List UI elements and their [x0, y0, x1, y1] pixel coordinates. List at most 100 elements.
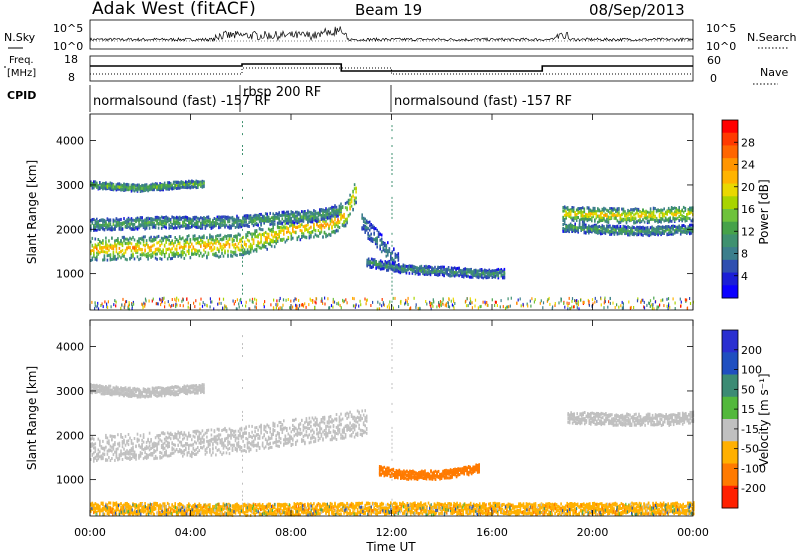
heat-cell	[160, 186, 163, 190]
heat-cell	[490, 270, 492, 274]
noise-cell	[324, 302, 326, 306]
noise-cell	[233, 302, 235, 306]
heat-cell	[239, 240, 241, 243]
noise-cell	[157, 302, 159, 306]
heat-cell	[194, 224, 196, 228]
heat-cell	[257, 244, 259, 248]
heat-cell	[255, 249, 258, 253]
heat-cell	[117, 252, 119, 256]
heat-cell	[272, 224, 274, 228]
heat-cell	[286, 225, 288, 229]
heat-cell	[598, 217, 601, 220]
noise-cell	[275, 303, 277, 307]
heat-cell	[213, 241, 216, 245]
heat-cell	[338, 220, 341, 224]
noise-cell	[453, 299, 455, 303]
heat-cell	[246, 214, 249, 218]
heat-cell	[600, 214, 602, 218]
heat-cell	[135, 243, 137, 246]
heat-cell	[105, 433, 107, 437]
heat-cell	[682, 217, 685, 221]
heat-cell	[269, 222, 271, 226]
heat-cell	[591, 216, 593, 220]
heat-cell	[263, 234, 265, 238]
heat-cell	[335, 210, 338, 214]
noise-cell	[612, 301, 614, 305]
heat-cell	[675, 225, 677, 229]
noise-cell	[448, 305, 451, 309]
heat-cell	[169, 248, 172, 252]
heat-cell	[276, 221, 279, 225]
heat-cell	[114, 443, 116, 447]
heat-cell	[138, 239, 140, 243]
heat-cell	[191, 225, 193, 229]
heat-cell	[640, 231, 643, 235]
streak-cell	[242, 272, 243, 275]
heat-cell	[687, 230, 690, 234]
heat-cell	[329, 216, 332, 220]
heat-cell	[174, 236, 176, 239]
heat-cell	[225, 235, 228, 238]
heat-cell	[669, 231, 671, 235]
noise-cell	[248, 307, 250, 311]
power-ylabel: Slant Range [km]	[25, 160, 39, 264]
streak-cell	[242, 236, 243, 239]
heat-cell	[109, 448, 112, 452]
heat-cell	[108, 219, 110, 223]
heat-cell	[686, 213, 688, 216]
noise-cell	[236, 307, 238, 311]
heat-cell	[159, 251, 161, 255]
noise-cell	[378, 307, 381, 311]
heat-cell	[334, 222, 336, 226]
heat-cell	[178, 218, 181, 222]
heat-cell	[598, 225, 601, 228]
heat-cell	[209, 219, 211, 223]
heat-cell	[624, 227, 626, 231]
heat-cell	[258, 241, 261, 245]
heat-cell	[129, 246, 131, 250]
noise-cell	[651, 307, 653, 311]
noise-cell	[680, 304, 682, 308]
heat-cell	[267, 234, 270, 238]
heat-cell	[246, 251, 249, 255]
heat-cell	[156, 185, 158, 189]
heat-cell	[166, 216, 169, 220]
heat-cell	[169, 225, 172, 229]
heat-cell	[172, 219, 175, 222]
noise-cell	[290, 299, 292, 303]
noise-cell	[574, 299, 576, 303]
heat-cell	[667, 209, 670, 213]
heat-cell	[168, 226, 170, 230]
heat-cell	[206, 256, 208, 260]
heat-cell	[395, 264, 397, 268]
heat-cell	[652, 208, 655, 212]
heat-cell	[398, 270, 400, 274]
heat-cell	[366, 264, 368, 268]
heat-cell	[639, 220, 641, 224]
heat-cell	[296, 213, 299, 217]
streak-cell	[242, 196, 243, 199]
heat-cell	[364, 217, 366, 221]
heat-cell	[686, 231, 688, 235]
heat-cell	[278, 217, 280, 221]
noise-cell	[213, 307, 215, 311]
noise-cell	[533, 300, 535, 304]
heat-cell	[328, 232, 330, 236]
heat-cell	[168, 238, 170, 242]
heat-cell	[120, 188, 122, 192]
heat-cell	[103, 183, 106, 187]
heat-cell	[169, 185, 172, 189]
heat-cell	[431, 271, 433, 275]
heat-cell	[93, 451, 95, 455]
heat-cell	[279, 238, 282, 242]
heat-cell	[189, 245, 192, 249]
noise-cell	[578, 307, 580, 311]
heat-cell	[136, 186, 139, 190]
heat-cell	[180, 185, 183, 189]
heat-cell	[664, 210, 667, 214]
heat-cell	[231, 254, 234, 258]
heat-cell	[210, 235, 213, 239]
heat-cell	[174, 252, 176, 256]
heat-cell	[182, 221, 184, 225]
heat-cell	[99, 450, 101, 454]
